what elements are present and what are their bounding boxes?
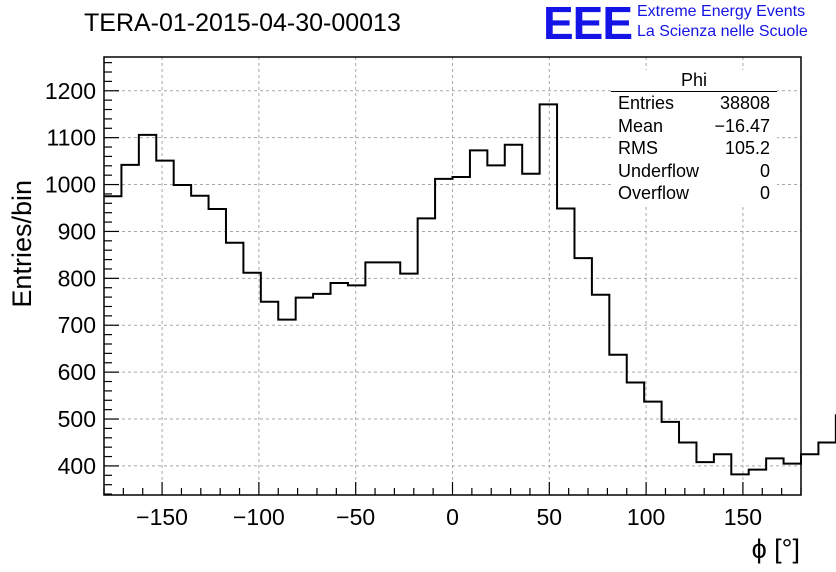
statistics-box-title: Phi bbox=[611, 70, 777, 92]
eee-logo-line-1: Extreme Energy Events bbox=[637, 3, 806, 20]
stats-row-mean: Mean −16.47 bbox=[611, 115, 777, 138]
histogram-series-line bbox=[104, 103, 836, 476]
eee-logo: EEE bbox=[543, 0, 633, 49]
x-axis-ticks: −150 −100 −50 0 50 100 150 bbox=[103, 482, 802, 530]
stats-row-overflow: Overflow 0 bbox=[611, 182, 777, 205]
y-tick-label: 700 bbox=[58, 312, 96, 338]
statistics-box: Phi Entries 38808 Mean −16.47 RMS 105.2 … bbox=[611, 70, 777, 205]
stats-row-rms: RMS 105.2 bbox=[611, 137, 777, 160]
y-tick-label: 1200 bbox=[45, 78, 96, 104]
eee-logo-caption: Extreme Energy Events La Scienza nelle S… bbox=[637, 2, 808, 42]
y-axis-title: Entries/bin bbox=[7, 180, 37, 308]
x-tick-label: −150 bbox=[136, 504, 188, 530]
x-tick-label: 150 bbox=[724, 504, 762, 530]
x-tick-label: −50 bbox=[336, 504, 375, 530]
x-tick-label: 50 bbox=[537, 504, 563, 530]
y-tick-label: 800 bbox=[58, 265, 96, 291]
stats-value: 0 bbox=[759, 183, 770, 203]
y-tick-label: 1100 bbox=[47, 125, 96, 151]
stats-label: Overflow bbox=[618, 183, 690, 203]
grid-lines bbox=[104, 57, 801, 495]
y-tick-label: 500 bbox=[58, 406, 96, 432]
y-tick-label: 1000 bbox=[45, 172, 96, 198]
x-tick-label: 0 bbox=[446, 504, 459, 530]
x-axis-title: ϕ [°] bbox=[752, 534, 800, 564]
stats-value: 105.2 bbox=[724, 138, 770, 158]
stats-row-underflow: Underflow 0 bbox=[611, 160, 777, 183]
y-axis-ticks: 400 500 600 700 800 900 1000 1100 1200 bbox=[45, 62, 119, 495]
stats-value: 38808 bbox=[719, 93, 770, 113]
stats-row-entries: Entries 38808 bbox=[611, 92, 777, 115]
stats-value: 0 bbox=[759, 160, 770, 181]
x-tick-label: 100 bbox=[627, 504, 665, 530]
stats-value: −16.47 bbox=[714, 115, 770, 136]
stats-label: Entries bbox=[618, 93, 675, 113]
stats-label: Underflow bbox=[618, 160, 700, 181]
eee-logo-line-2: La Scienza nelle Scuole bbox=[637, 23, 808, 40]
run-title: TERA-01-2015-04-30-00013 bbox=[84, 9, 401, 37]
stats-label: RMS bbox=[618, 138, 658, 158]
y-tick-label: 600 bbox=[58, 359, 96, 385]
stats-label: Mean bbox=[618, 115, 664, 136]
x-tick-label: −100 bbox=[233, 504, 285, 530]
y-tick-label: 900 bbox=[58, 218, 96, 244]
y-tick-label: 400 bbox=[58, 453, 96, 479]
